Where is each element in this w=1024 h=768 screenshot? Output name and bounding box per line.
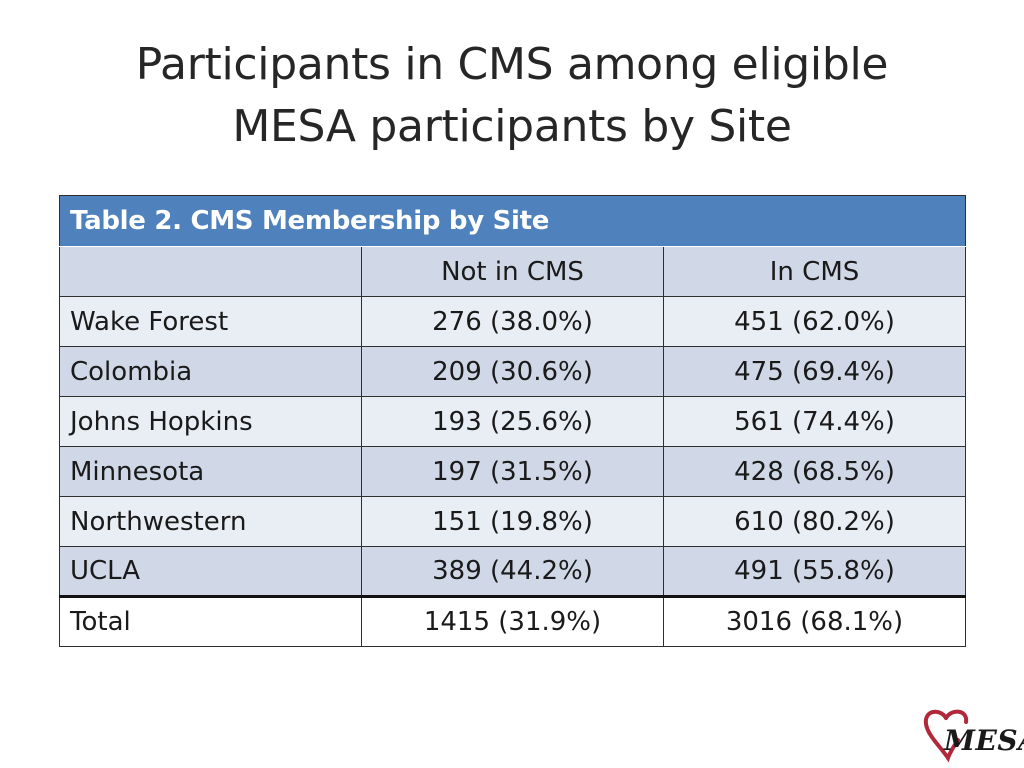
table-row: Minnesota 197 (31.5%) 428 (68.5%) <box>59 446 967 497</box>
table-total-row: Total 1415 (31.9%) 3016 (68.1%) <box>59 595 967 647</box>
not-in-cms-value: 193 (25.6%) <box>361 396 664 447</box>
site-name: Wake Forest <box>59 296 362 347</box>
total-label: Total <box>59 595 362 647</box>
site-name: Johns Hopkins <box>59 396 362 447</box>
slide-title-line-2: MESA participants by Site <box>232 101 792 152</box>
in-cms-value: 451 (62.0%) <box>662 296 967 347</box>
table-caption-row: Table 2. CMS Membership by Site <box>58 195 967 247</box>
site-name: Minnesota <box>59 446 362 497</box>
not-in-cms-value: 197 (31.5%) <box>361 446 664 497</box>
in-cms-value: 428 (68.5%) <box>662 446 967 497</box>
slide-title-line-1: Participants in CMS among eligible <box>135 39 889 90</box>
table-row: Colombia 209 (30.6%) 475 (69.4%) <box>59 346 967 397</box>
site-name: Colombia <box>59 346 362 397</box>
logo-text: MESA <box>944 724 1024 757</box>
not-in-cms-value: 276 (38.0%) <box>361 296 664 347</box>
table-row: Northwestern 151 (19.8%) 610 (80.2%) <box>59 496 967 547</box>
table-header-row: Not in CMS In CMS <box>59 246 967 297</box>
in-cms-value: 561 (74.4%) <box>662 396 967 447</box>
cms-membership-table: Table 2. CMS Membership by Site Not in C… <box>58 195 967 647</box>
not-in-cms-value: 151 (19.8%) <box>361 496 664 547</box>
table-caption: Table 2. CMS Membership by Site <box>58 195 967 247</box>
table-row: Wake Forest 276 (38.0%) 451 (62.0%) <box>59 296 967 347</box>
not-in-cms-value: 209 (30.6%) <box>361 346 664 397</box>
heart-icon <box>923 709 969 763</box>
site-name: UCLA <box>59 546 362 597</box>
mesa-logo: MESA <box>918 706 1024 764</box>
slide-title: Participants in CMS among eligible MESA … <box>0 34 1024 158</box>
header-not-in-cms: Not in CMS <box>361 246 664 297</box>
in-cms-value: 491 (55.8%) <box>662 546 967 597</box>
in-cms-value: 475 (69.4%) <box>662 346 967 397</box>
table-row: UCLA 389 (44.2%) 491 (55.8%) <box>59 546 967 597</box>
total-not-in-cms: 1415 (31.9%) <box>361 595 664 647</box>
in-cms-value: 610 (80.2%) <box>662 496 967 547</box>
header-in-cms: In CMS <box>662 246 967 297</box>
total-in-cms: 3016 (68.1%) <box>662 595 967 647</box>
site-name: Northwestern <box>59 496 362 547</box>
table-row: Johns Hopkins 193 (25.6%) 561 (74.4%) <box>59 396 967 447</box>
not-in-cms-value: 389 (44.2%) <box>361 546 664 597</box>
header-site <box>59 246 362 297</box>
